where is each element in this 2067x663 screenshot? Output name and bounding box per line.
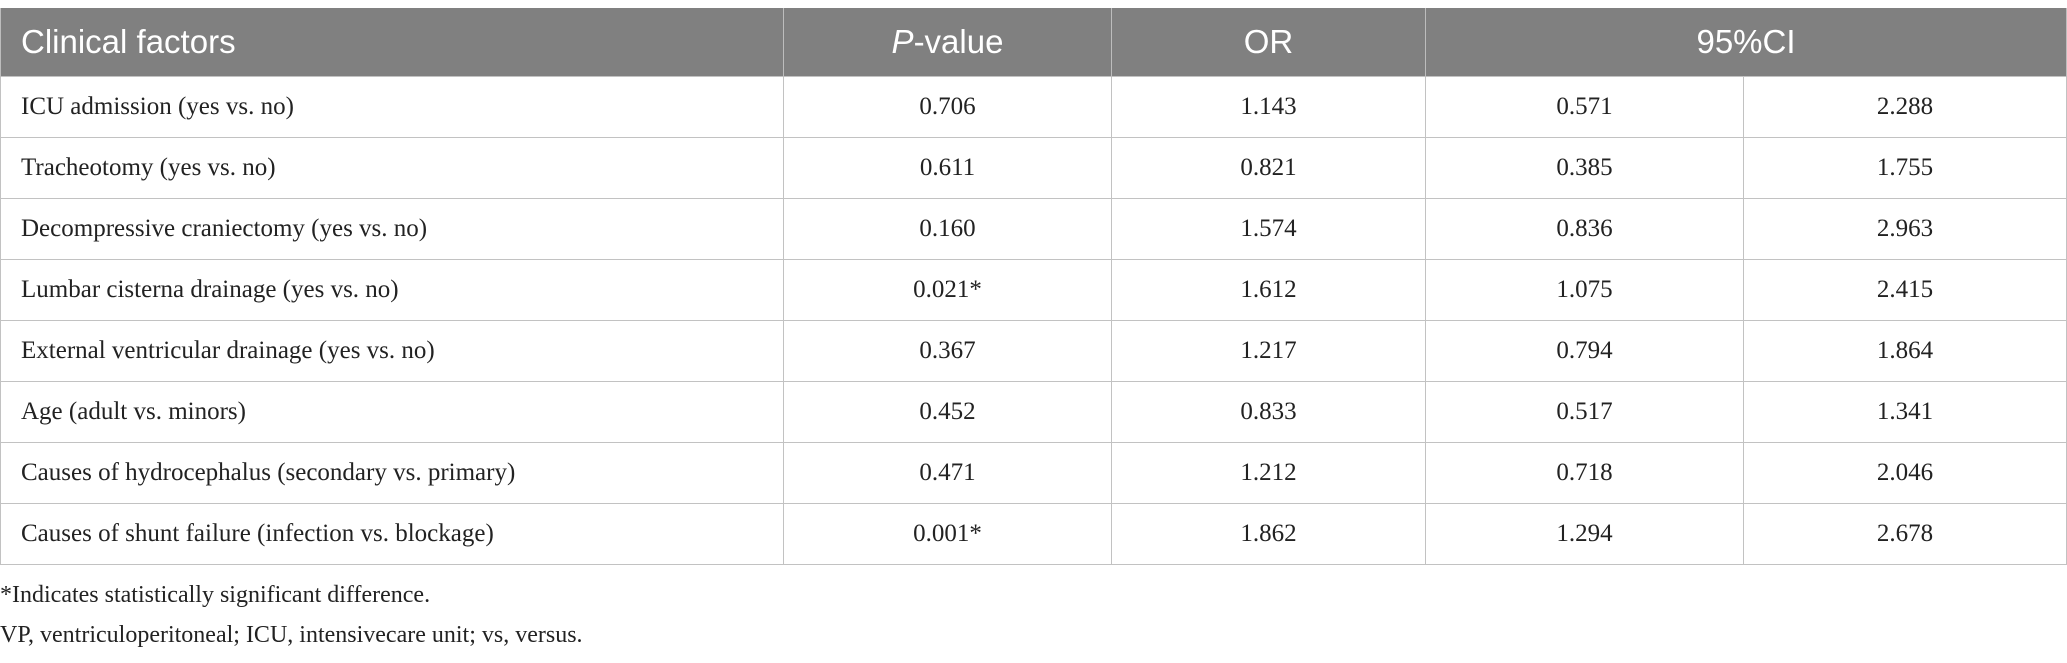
cell-p-value: 0.001* [783,503,1112,565]
cell-p-value: 0.021* [783,259,1112,321]
table-row: Lumbar cisterna drainage (yes vs. no) 0.… [0,259,2067,321]
cell-ci-high: 1.755 [1743,137,2067,199]
cell-factor: ICU admission (yes vs. no) [0,76,784,138]
results-table: Clinical factors P-value OR 95%CI ICU ad… [0,8,2067,565]
cell-or: 1.574 [1111,198,1426,260]
cell-ci-high: 2.963 [1743,198,2067,260]
cell-ci-high: 2.046 [1743,442,2067,504]
cell-ci-low: 0.794 [1425,320,1744,382]
cell-ci-low: 1.075 [1425,259,1744,321]
footnote-significance: *Indicates statistically significant dif… [0,582,431,608]
cell-or: 1.862 [1111,503,1426,565]
results-table-container: Clinical factors P-value OR 95%CI ICU ad… [0,8,2067,565]
cell-ci-high: 2.288 [1743,76,2067,138]
table-row: ICU admission (yes vs. no) 0.706 1.143 0… [0,76,2067,138]
cell-factor: Tracheotomy (yes vs. no) [0,137,784,199]
cell-ci-high: 1.341 [1743,381,2067,443]
cell-ci-low: 0.385 [1425,137,1744,199]
cell-factor: Age (adult vs. minors) [0,381,784,443]
cell-factor: Causes of shunt failure (infection vs. b… [0,503,784,565]
cell-factor: Lumbar cisterna drainage (yes vs. no) [0,259,784,321]
cell-factor: Causes of hydrocephalus (secondary vs. p… [0,442,784,504]
cell-p-value: 0.706 [783,76,1112,138]
header-p-rest: -value [913,23,1004,60]
cell-ci-low: 0.836 [1425,198,1744,260]
cell-ci-high: 2.415 [1743,259,2067,321]
table-row: Tracheotomy (yes vs. no) 0.611 0.821 0.3… [0,137,2067,199]
cell-p-value: 0.452 [783,381,1112,443]
cell-ci-low: 0.517 [1425,381,1744,443]
cell-ci-high: 1.864 [1743,320,2067,382]
cell-p-value: 0.160 [783,198,1112,260]
table-row: Age (adult vs. minors) 0.452 0.833 0.517… [0,381,2067,443]
cell-or: 1.217 [1111,320,1426,382]
header-95ci: 95%CI [1425,8,2067,77]
table-row: External ventricular drainage (yes vs. n… [0,320,2067,382]
cell-or: 0.821 [1111,137,1426,199]
cell-ci-low: 0.571 [1425,76,1744,138]
cell-p-value: 0.471 [783,442,1112,504]
cell-ci-low: 0.718 [1425,442,1744,504]
cell-ci-high: 2.678 [1743,503,2067,565]
table-row: Causes of shunt failure (infection vs. b… [0,503,2067,565]
table-row: Decompressive craniectomy (yes vs. no) 0… [0,198,2067,260]
cell-p-value: 0.611 [783,137,1112,199]
header-or: OR [1111,8,1426,77]
cell-or: 1.143 [1111,76,1426,138]
cell-or: 0.833 [1111,381,1426,443]
footnote-abbreviations: VP, ventriculoperitoneal; ICU, intensive… [0,622,583,648]
cell-factor: External ventricular drainage (yes vs. n… [0,320,784,382]
header-row: Clinical factors P-value OR 95%CI [0,8,2067,77]
cell-factor: Decompressive craniectomy (yes vs. no) [0,198,784,260]
cell-or: 1.612 [1111,259,1426,321]
cell-or: 1.212 [1111,442,1426,504]
header-p-value: P-value [783,8,1112,77]
table-row: Causes of hydrocephalus (secondary vs. p… [0,442,2067,504]
cell-p-value: 0.367 [783,320,1112,382]
cell-ci-low: 1.294 [1425,503,1744,565]
header-clinical-factors: Clinical factors [0,8,784,77]
header-p-italic: P [891,23,914,60]
